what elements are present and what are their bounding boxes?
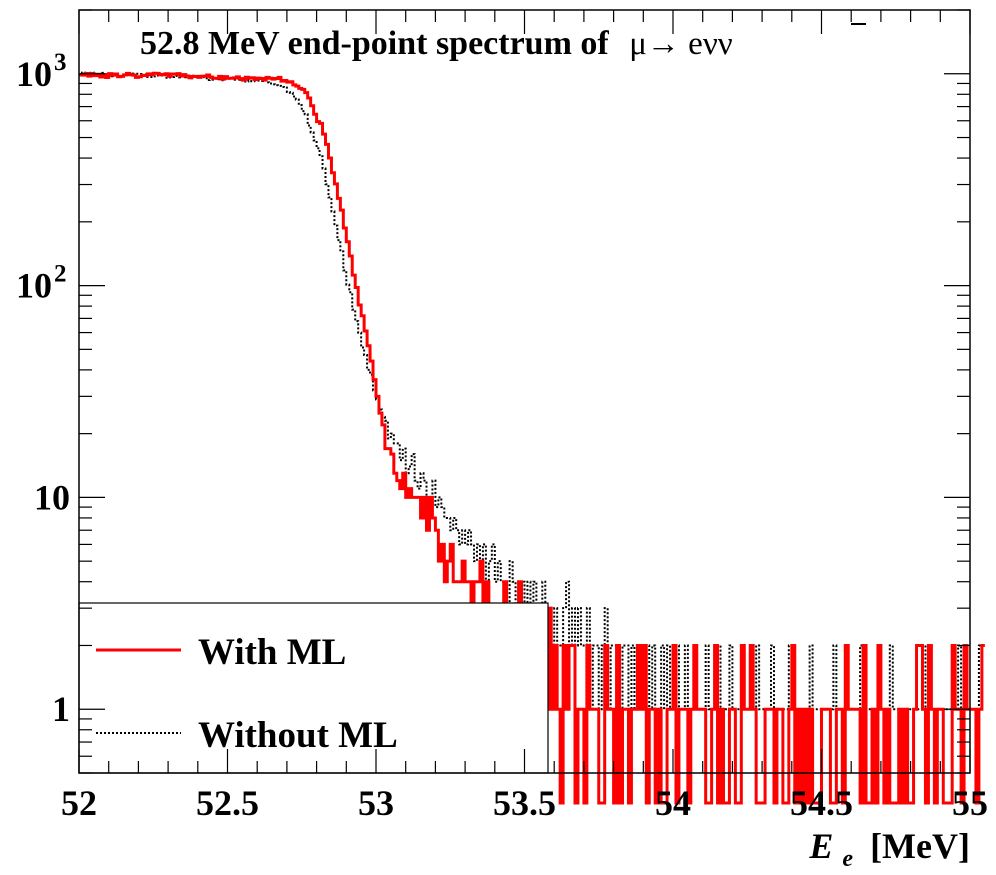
legend: With ML Without ML — [78, 602, 549, 774]
chart-title: 52.8 MeV end-point spectrum of μ→ eνν — [140, 25, 733, 62]
y-tick-label: 10 — [16, 266, 52, 306]
axis-ticks — [78, 9, 971, 774]
series-line-without-ml — [79, 71, 982, 711]
y-tick-label: 10 — [34, 477, 70, 517]
x-tick-label: 54.5 — [790, 783, 853, 823]
chart-title-formula: μ→ eνν — [629, 26, 733, 62]
y-tick-label: 10 — [16, 54, 52, 94]
x-tick-label: 52 — [61, 783, 97, 823]
x-tick-label: 52.5 — [196, 783, 259, 823]
y-tick-exponent: 3 — [54, 49, 67, 76]
x-axis-label-unit: [MeV] — [870, 826, 970, 866]
y-tick-exponent: 2 — [54, 261, 67, 288]
x-tick-label: 53 — [358, 783, 394, 823]
x-tick-label: 53.5 — [493, 783, 556, 823]
y-tick-label: 1 — [52, 689, 70, 729]
x-axis-label-subscript: e — [842, 846, 853, 872]
legend-label-without-ml: Without ML — [198, 715, 398, 756]
x-tick-label: 54 — [655, 783, 691, 823]
chart-title-text: 52.8 MeV end-point spectrum of — [140, 25, 609, 62]
x-tick-label: 55 — [952, 783, 988, 823]
legend-box — [78, 602, 549, 774]
x-axis-label: E e [MeV] — [808, 826, 970, 874]
legend-label-with-ml: With ML — [198, 632, 346, 673]
x-axis-label-symbol: E — [808, 826, 833, 866]
